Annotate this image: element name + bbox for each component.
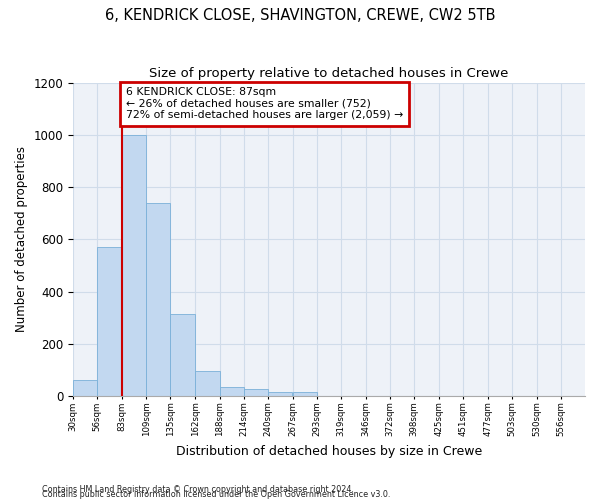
Bar — [196, 371, 220, 396]
Text: Contains public sector information licensed under the Open Government Licence v3: Contains public sector information licen… — [42, 490, 391, 499]
Bar — [170, 314, 194, 396]
Bar — [244, 389, 268, 396]
Bar — [293, 392, 317, 396]
Bar — [122, 135, 146, 396]
Bar — [97, 247, 121, 396]
Text: 6 KENDRICK CLOSE: 87sqm
← 26% of detached houses are smaller (752)
72% of semi-d: 6 KENDRICK CLOSE: 87sqm ← 26% of detache… — [126, 87, 403, 120]
X-axis label: Distribution of detached houses by size in Crewe: Distribution of detached houses by size … — [176, 444, 482, 458]
Bar — [73, 380, 97, 396]
Bar — [146, 203, 170, 396]
Bar — [268, 392, 292, 396]
Bar — [220, 386, 244, 396]
Text: Contains HM Land Registry data © Crown copyright and database right 2024.: Contains HM Land Registry data © Crown c… — [42, 484, 354, 494]
Title: Size of property relative to detached houses in Crewe: Size of property relative to detached ho… — [149, 68, 509, 80]
Y-axis label: Number of detached properties: Number of detached properties — [15, 146, 28, 332]
Text: 6, KENDRICK CLOSE, SHAVINGTON, CREWE, CW2 5TB: 6, KENDRICK CLOSE, SHAVINGTON, CREWE, CW… — [105, 8, 495, 22]
